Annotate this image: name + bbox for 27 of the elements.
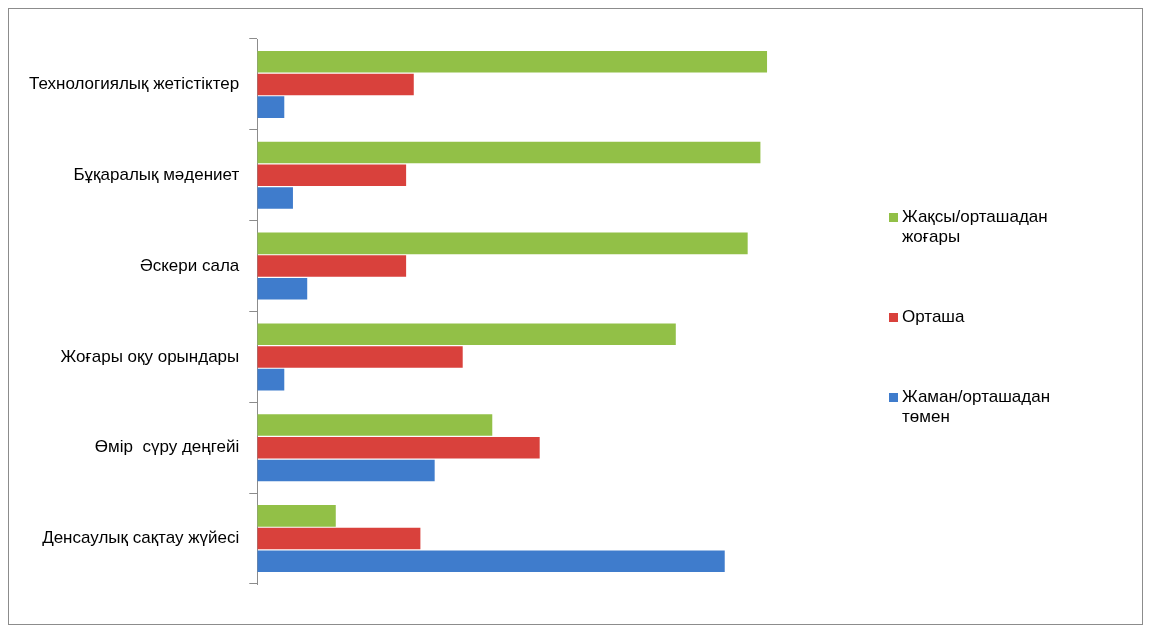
bar [257, 255, 407, 277]
bar [257, 141, 761, 164]
bar [257, 550, 725, 573]
bar [257, 505, 336, 527]
y-tick-label: Технологиялық жетістіктер [28, 74, 240, 94]
bar [257, 278, 308, 300]
bar [257, 414, 493, 436]
legend-label: Орташа [902, 306, 966, 327]
bar [257, 164, 407, 187]
y-tick-label: Өмір сүру деңгейі [94, 437, 240, 457]
bar [257, 368, 285, 391]
y-tick-label: Бұқаралық мәдениет [73, 164, 240, 184]
bar [257, 436, 540, 459]
bar [257, 527, 421, 550]
bar [257, 323, 676, 345]
y-tick-label: Жоғары оқу орындары [60, 346, 240, 366]
legend-label: Жаман/орташадан төмен [902, 386, 1052, 427]
y-tick-label: Әскери сала [139, 255, 240, 275]
bar [257, 346, 463, 368]
y-tick-label: Денсаулық сақтау жүйесі [42, 528, 240, 548]
bar [257, 50, 768, 73]
legend-label: Жақсы/орташадан жоғары [902, 206, 1049, 247]
bar [257, 187, 293, 209]
bar [257, 232, 748, 255]
bar [257, 73, 414, 96]
bar [257, 459, 435, 482]
bar [257, 96, 285, 118]
